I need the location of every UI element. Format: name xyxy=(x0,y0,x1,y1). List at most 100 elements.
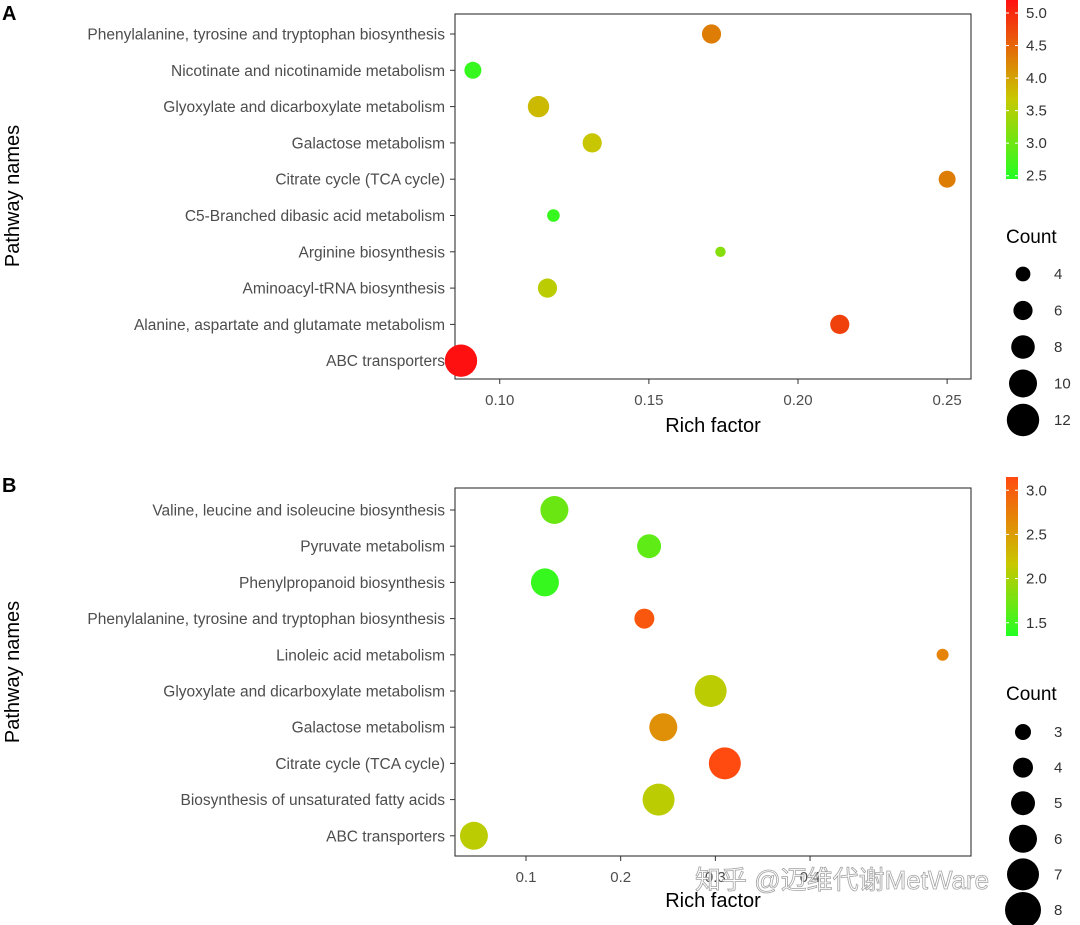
data-point xyxy=(649,713,678,742)
data-point xyxy=(701,24,722,44)
size-legend-dot xyxy=(1013,300,1033,321)
x-axis-title-a: Rich factor xyxy=(665,415,761,437)
x-tick-label: 0.3 xyxy=(705,869,726,886)
size-legend-dot xyxy=(1013,757,1033,778)
data-point xyxy=(830,314,850,334)
x-tick-label: 0.2 xyxy=(610,869,631,886)
y-axis-title-a: Pathway names xyxy=(2,125,24,267)
y-category-label: C5-Branched dibasic acid metabolism xyxy=(185,208,445,225)
y-category-label: Aminoacyl-tRNA biosynthesis xyxy=(243,281,446,298)
data-point xyxy=(537,278,558,298)
x-tick-label: 0.15 xyxy=(634,392,663,409)
data-point xyxy=(530,568,559,597)
points-b xyxy=(459,496,949,850)
x-tick-label: 0.10 xyxy=(485,392,514,409)
y-axis-labels-a: Phenylalanine, tyrosine and tryptophan b… xyxy=(87,27,455,370)
size-legend-dot xyxy=(1009,824,1037,853)
x-tick-label: 0.1 xyxy=(516,869,537,886)
y-category-label: Citrate cycle (TCA cycle) xyxy=(275,756,445,773)
y-axis-title-b: Pathway names xyxy=(2,601,24,743)
data-point xyxy=(694,675,727,707)
size-legend-dot xyxy=(1015,724,1031,740)
y-category-label: Galactose metabolism xyxy=(292,720,445,737)
size-legend-title-a: Count xyxy=(1006,227,1057,248)
x-axis-title-b: Rich factor xyxy=(665,890,761,912)
x-tick-label: 0.25 xyxy=(933,392,962,409)
plot-b-frame xyxy=(454,487,972,857)
data-point xyxy=(938,170,956,188)
data-point xyxy=(637,534,662,559)
data-point xyxy=(642,783,675,816)
colorbar-tick-label: 3.5 xyxy=(1026,103,1047,120)
size-legend-b: 3 4 5 6 7 8 xyxy=(1005,724,1062,925)
data-point xyxy=(715,246,726,257)
data-point xyxy=(708,747,741,780)
size-legend-dot xyxy=(1007,858,1039,891)
size-legend-dot xyxy=(1009,369,1037,398)
colorbar-a xyxy=(1006,0,1018,179)
size-legend-label: 4 xyxy=(1054,760,1062,777)
data-point xyxy=(459,821,488,850)
size-legend-label: 4 xyxy=(1054,266,1062,283)
y-category-label: ABC transporters xyxy=(326,828,445,845)
y-category-label: Biosynthesis of unsaturated fatty acids xyxy=(180,792,445,809)
colorbar-ticks-b: 1.5 2.0 2.5 3.0 xyxy=(1006,482,1047,632)
y-category-label: Glyoxylate and dicarboxylate metabolism xyxy=(163,99,445,116)
y-category-label: Linoleic acid metabolism xyxy=(276,647,445,664)
size-legend-label: 7 xyxy=(1054,866,1062,883)
y-category-label: Glyoxylate and dicarboxylate metabolism xyxy=(163,684,445,701)
colorbar-tick-label: 3.0 xyxy=(1026,482,1047,499)
plot-a-frame xyxy=(454,13,972,380)
size-legend-title-b: Count xyxy=(1006,684,1057,705)
size-legend-dot xyxy=(1011,791,1035,816)
size-legend-label: 3 xyxy=(1054,724,1062,741)
size-legend-label: 5 xyxy=(1054,795,1062,812)
panel-b-label: B xyxy=(2,475,16,497)
size-legend-label: 8 xyxy=(1054,902,1062,919)
watermark: 知乎 @迈维代谢MetWare xyxy=(695,865,989,895)
size-legend-label: 12 xyxy=(1054,412,1071,429)
data-point xyxy=(464,61,482,79)
data-point xyxy=(540,496,569,524)
colorbar-tick-label: 2.5 xyxy=(1026,526,1047,543)
y-category-label: Nicotinate and nicotinamide metabolism xyxy=(171,63,445,80)
size-legend-label: 6 xyxy=(1054,303,1062,320)
data-point xyxy=(547,209,560,222)
size-legend-label: 8 xyxy=(1054,339,1062,356)
size-legend-a: 4 6 8 10 12 xyxy=(1006,266,1071,437)
data-point xyxy=(444,344,478,377)
y-category-label: Phenylalanine, tyrosine and tryptophan b… xyxy=(87,27,445,44)
colorbar-tick-label: 1.5 xyxy=(1026,615,1047,632)
size-legend-label: 6 xyxy=(1054,831,1062,848)
x-tick-label: 0.4 xyxy=(800,869,821,886)
size-legend-dot xyxy=(1005,892,1041,925)
colorbar-ticks-a: 2.5 3.0 3.5 4.0 4.5 5.0 xyxy=(1006,5,1047,185)
data-point xyxy=(936,648,949,661)
y-axis-labels-b: Valine, leucine and isoleucine biosynthe… xyxy=(87,503,455,845)
y-category-label: ABC transporters xyxy=(326,353,445,370)
size-legend-dot xyxy=(1006,403,1040,437)
y-category-label: Alanine, aspartate and glutamate metabol… xyxy=(134,317,445,334)
size-legend-label: 10 xyxy=(1054,376,1071,393)
panel-b: B Valine, leucine and isoleucine biosynt… xyxy=(2,475,1062,925)
size-legend-dot xyxy=(1011,335,1035,359)
colorbar-tick-label: 2.0 xyxy=(1026,571,1047,588)
colorbar-tick-label: 2.5 xyxy=(1026,168,1047,185)
panel-a: A Phenylalanine, tyrosine and tryptophan… xyxy=(2,0,1071,437)
colorbar-tick-label: 5.0 xyxy=(1026,5,1047,22)
data-point xyxy=(527,95,550,118)
y-category-label: Citrate cycle (TCA cycle) xyxy=(275,172,445,189)
y-category-label: Phenylpropanoid biosynthesis xyxy=(239,575,445,592)
colorbar-tick-label: 3.0 xyxy=(1026,135,1047,152)
y-category-label: Arginine biosynthesis xyxy=(299,244,446,261)
y-category-label: Phenylalanine, tyrosine and tryptophan b… xyxy=(87,611,445,628)
data-point xyxy=(634,608,655,629)
size-legend-dot xyxy=(1015,266,1031,282)
x-axis-ticks-b: 0.1 0.2 0.3 0.4 xyxy=(516,856,821,886)
points-a xyxy=(444,24,956,377)
colorbar-b xyxy=(1006,477,1018,636)
x-tick-label: 0.20 xyxy=(783,392,812,409)
y-category-label: Pyruvate metabolism xyxy=(300,539,445,556)
y-category-label: Galactose metabolism xyxy=(292,135,445,152)
